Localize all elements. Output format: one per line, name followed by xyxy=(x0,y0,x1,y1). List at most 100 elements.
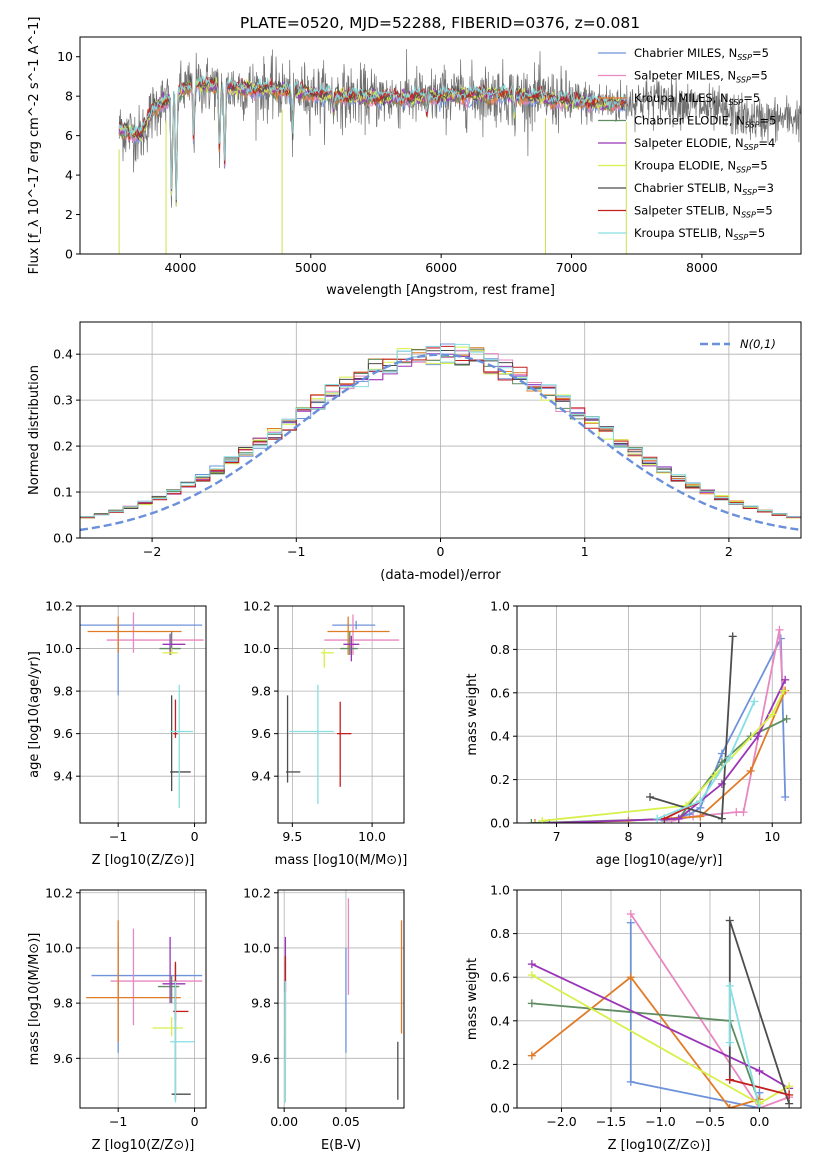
y-tick-label: 9.4 xyxy=(53,769,73,784)
legend-label: Kroupa MILES, NSSP=5 xyxy=(634,91,760,107)
model-spectrum-6 xyxy=(118,76,627,203)
y-axis-label: mass weight xyxy=(465,673,480,755)
legend-text: Salpeter STELIB, N xyxy=(634,204,741,218)
legend-text: Salpeter ELODIE, N xyxy=(634,136,744,150)
x-tick-label: −1.0 xyxy=(645,1114,675,1129)
legend-label: Chabrier STELIB, NSSP=3 xyxy=(634,181,774,197)
y-tick-label: 0.2 xyxy=(490,1057,510,1072)
weight-line-7 xyxy=(729,1078,790,1096)
y-tick-label: 10.2 xyxy=(45,885,73,900)
axes-frame xyxy=(79,321,802,539)
x-axis-label: E(B-V) xyxy=(321,1138,361,1153)
errorbars-mass-vs-Z xyxy=(86,920,203,1103)
y-tick-label: 9.6 xyxy=(251,726,271,741)
y-tick-label: 0.4 xyxy=(490,1013,510,1028)
legend-nssp: =4 xyxy=(758,136,775,150)
legend-nssp: =5 xyxy=(751,69,768,83)
y-tick-label: 0 xyxy=(65,247,73,262)
x-axis-label: Z [log10(Z/Z⊙)] xyxy=(92,1138,195,1153)
legend-text: Chabrier MILES, N xyxy=(634,46,737,60)
y-tick-label: 9.8 xyxy=(251,684,271,699)
model-spectrum-8 xyxy=(118,75,627,200)
y-tick-label: 0.2 xyxy=(490,772,510,787)
x-tick-label: −1 xyxy=(109,1114,127,1129)
legend-subscript: SSP xyxy=(729,98,744,107)
x-tick-label: 0.00 xyxy=(270,1114,298,1129)
weights-weight-vs-age xyxy=(527,625,791,823)
legend-nssp: =5 xyxy=(748,226,765,240)
y-axis-label: Normed distribution xyxy=(27,365,42,495)
y-tick-label: 9.6 xyxy=(251,1051,271,1066)
y-tick-label: 10 xyxy=(57,49,73,64)
weight-line-1 xyxy=(630,913,790,1108)
normal-reference-curve xyxy=(80,353,801,532)
legend-text: Kroupa ELODIE, N xyxy=(634,159,736,173)
legend-nssp: =5 xyxy=(743,91,760,105)
x-tick-label: 8 xyxy=(624,829,632,844)
histogram-8 xyxy=(80,343,801,518)
y-tick-label: 9.8 xyxy=(53,996,73,1011)
y-tick-label: 8 xyxy=(65,89,73,104)
weight-line-2 xyxy=(534,690,787,823)
legend-text: Chabrier STELIB, N xyxy=(634,181,742,195)
y-tick-label: 10.2 xyxy=(243,885,271,900)
x-tick-label: −2 xyxy=(143,544,161,559)
axes-weight-vs-age: 7 8 9 10 0.0 0.2 0.4 0.6 0.8 1.0 xyxy=(490,599,801,844)
y-tick-label: 0.8 xyxy=(490,642,510,657)
legend-subscript: SSP xyxy=(741,211,756,220)
x-tick-label: −1 xyxy=(109,829,127,844)
figure-title: PLATE=0520, MJD=52288, FIBERID=0376, z=0… xyxy=(240,14,640,32)
legend-subscript: SSP xyxy=(742,188,757,197)
legend-nssp: =5 xyxy=(756,204,773,218)
axes-frame xyxy=(79,889,207,1109)
y-tick-label: 4 xyxy=(65,168,73,183)
legend-subscript: SSP xyxy=(744,143,759,152)
y-axis-label: Flux [f_λ 10^-17 erg cm^-2 s^-1 A^-1] xyxy=(27,17,42,275)
x-axis-label: Z [log10(Z/Z⊙)] xyxy=(608,1138,711,1153)
legend-label: Kroupa STELIB, NSSP=5 xyxy=(634,226,765,242)
y-tick-label: 0.1 xyxy=(53,485,73,500)
x-axis-label: mass [log10(M/M⊙)] xyxy=(275,853,408,868)
y-tick-label: 0.3 xyxy=(53,393,73,408)
x-tick-label: 10 xyxy=(764,829,780,844)
legend-subscript: SSP xyxy=(736,166,751,175)
legend-label: Chabrier MILES, NSSP=5 xyxy=(634,46,769,62)
errorbars-age-vs-mass xyxy=(285,614,400,804)
y-tick-label: 0.0 xyxy=(490,816,510,831)
weight-line-2 xyxy=(531,975,760,1108)
x-tick-label: 7000 xyxy=(556,260,588,275)
legend-label: Salpeter STELIB, NSSP=5 xyxy=(634,204,773,220)
axes-spectrum: 4000 5000 6000 7000 8000 0 2 4 6 8 10 xyxy=(57,49,718,275)
axes-age-vs-Z: −1 0 9.4 9.6 9.8 10.0 10.2 xyxy=(45,599,206,844)
legend-nssp: =5 xyxy=(752,46,769,60)
y-axis-label: mass [log10(M/M⊙)] xyxy=(27,933,42,1066)
y-tick-label: 9.6 xyxy=(53,1051,73,1066)
axes-mass-vs-EBV: 0.00 0.05 9.6 9.8 10.0 10.2 xyxy=(243,885,404,1129)
legend-subscript: SSP xyxy=(745,121,760,130)
legend-label: Kroupa ELODIE, NSSP=5 xyxy=(634,159,768,175)
axes-frame xyxy=(277,605,405,824)
weight-line-8 xyxy=(656,701,756,820)
x-axis-label: wavelength [Angstrom, rest frame] xyxy=(326,283,555,298)
x-tick-label: −1 xyxy=(287,544,305,559)
errorbars-age-vs-Z xyxy=(80,612,204,809)
y-tick-label: 0.6 xyxy=(490,970,510,985)
legend-subscript: SSP xyxy=(734,233,749,242)
y-tick-label: 0.0 xyxy=(53,531,73,546)
spectrum-lines xyxy=(118,48,801,254)
y-tick-label: 0.0 xyxy=(490,1101,510,1116)
legend-text: Chabrier ELODIE, N xyxy=(634,114,745,128)
x-tick-label: −2.0 xyxy=(546,1114,576,1129)
y-tick-label: 1.0 xyxy=(490,599,510,614)
legend-text: Kroupa STELIB, N xyxy=(634,226,734,240)
legend-subscript: SSP xyxy=(736,76,751,85)
legend-nssp: =5 xyxy=(751,159,768,173)
axes-frame xyxy=(516,889,802,1109)
x-tick-label: 9.5 xyxy=(282,829,302,844)
y-tick-label: 9.6 xyxy=(53,726,73,741)
y-tick-label: 2 xyxy=(65,207,73,222)
x-tick-label: 4000 xyxy=(164,260,196,275)
y-tick-label: 9.8 xyxy=(53,684,73,699)
x-tick-label: 0 xyxy=(191,829,199,844)
